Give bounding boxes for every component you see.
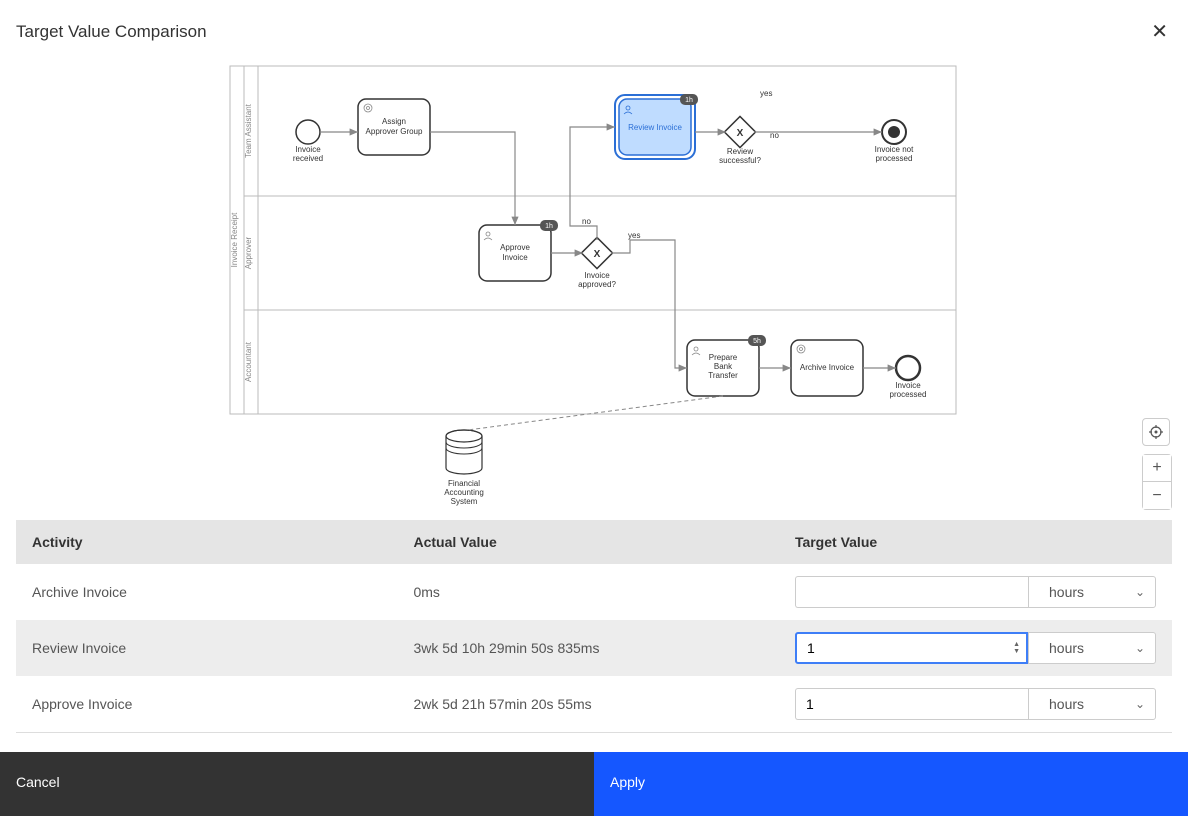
svg-text:processed: processed xyxy=(876,154,913,163)
svg-text:yes: yes xyxy=(760,89,772,98)
col-actual-value: Actual Value xyxy=(397,520,778,564)
task-review-badge: 1h xyxy=(685,97,693,104)
col-target-value: Target Value xyxy=(779,520,1172,564)
dialog-footer: Cancel Apply xyxy=(0,752,1188,816)
target-value-input[interactable] xyxy=(795,688,1028,720)
cancel-button[interactable]: Cancel xyxy=(0,752,594,816)
target-unit-label: hours xyxy=(1049,640,1084,656)
cell-activity: Approve Invoice xyxy=(16,676,397,732)
apply-button[interactable]: Apply xyxy=(594,752,1188,816)
svg-text:Invoice: Invoice xyxy=(584,271,610,280)
datastore: Financial Accounting System xyxy=(444,430,484,506)
table-row: Review Invoice3wk 5d 10h 29min 50s 835ms… xyxy=(16,620,1172,676)
chevron-down-icon: ⌄ xyxy=(1135,697,1145,711)
cell-target-value: hours ⌄ xyxy=(779,564,1172,620)
task-archive-label: Archive Invoice xyxy=(800,363,855,372)
lane-label-0: Team Assistant xyxy=(244,103,253,158)
center-view-button[interactable] xyxy=(1142,418,1170,446)
cell-actual-value: 0ms xyxy=(397,564,778,620)
svg-text:successful?: successful? xyxy=(719,156,761,165)
svg-text:Transfer: Transfer xyxy=(708,371,738,380)
bpmn-diagram-area: Invoice Receipt Team Assistant Approver … xyxy=(16,58,1172,520)
col-activity: Activity xyxy=(16,520,397,564)
crosshair-icon xyxy=(1149,425,1163,439)
flow-label-no: no xyxy=(582,217,591,226)
cancel-button-label: Cancel xyxy=(16,774,60,790)
data-association xyxy=(468,396,723,430)
start-event-label-1: Invoice xyxy=(295,145,321,154)
cell-activity: Review Invoice xyxy=(16,620,397,676)
svg-text:Financial: Financial xyxy=(448,479,480,488)
task-review-label: Review Invoice xyxy=(628,123,682,132)
apply-button-label: Apply xyxy=(610,774,645,790)
svg-text:Accounting: Accounting xyxy=(444,488,484,497)
svg-text:Invoice: Invoice xyxy=(895,381,921,390)
cell-target-value: ▲▼ hours ⌄ xyxy=(779,620,1172,676)
svg-text:Prepare: Prepare xyxy=(709,353,738,362)
target-value-input[interactable] xyxy=(795,632,1028,664)
task-approve-badge: 1h xyxy=(545,223,553,230)
bpmn-diagram-svg: Invoice Receipt Team Assistant Approver … xyxy=(16,58,1172,520)
target-unit-select[interactable]: hours ⌄ xyxy=(1028,632,1156,664)
svg-text:approved?: approved? xyxy=(578,280,616,289)
svg-text:Bank: Bank xyxy=(714,362,733,371)
target-unit-select[interactable]: hours ⌄ xyxy=(1028,576,1156,608)
start-event xyxy=(296,120,320,144)
svg-text:Invoice: Invoice xyxy=(502,253,528,262)
end-event-processed xyxy=(896,356,920,380)
svg-text:X: X xyxy=(737,128,744,139)
lane-label-2: Accountant xyxy=(244,341,253,382)
task-prepare-badge: 5h xyxy=(753,338,761,345)
svg-text:System: System xyxy=(451,497,478,506)
comparison-table: Activity Actual Value Target Value Archi… xyxy=(16,520,1172,733)
cell-activity: Archive Invoice xyxy=(16,564,397,620)
svg-text:Approver Group: Approver Group xyxy=(366,127,423,136)
table-row: Approve Invoice2wk 5d 21h 57min 20s 55ms… xyxy=(16,676,1172,732)
chevron-down-icon: ⌄ xyxy=(1135,585,1145,599)
chevron-down-icon: ⌄ xyxy=(1135,641,1145,655)
target-unit-select[interactable]: hours ⌄ xyxy=(1028,688,1156,720)
cell-target-value: hours ⌄ xyxy=(779,676,1172,732)
dialog-title: Target Value Comparison xyxy=(16,22,207,42)
table-header-row: Activity Actual Value Target Value xyxy=(16,520,1172,564)
dialog-header: Target Value Comparison ✕ xyxy=(0,0,1188,58)
svg-text:processed: processed xyxy=(890,390,927,399)
table-row: Archive Invoice0ms hours ⌄ xyxy=(16,564,1172,620)
svg-text:Invoice not: Invoice not xyxy=(875,145,914,154)
zoom-out-button[interactable]: − xyxy=(1143,482,1171,509)
close-button[interactable]: ✕ xyxy=(1147,18,1172,46)
target-unit-label: hours xyxy=(1049,584,1084,600)
lane-label-1: Approver xyxy=(244,236,253,269)
svg-text:X: X xyxy=(594,249,601,260)
svg-text:no: no xyxy=(770,131,779,140)
svg-text:Assign: Assign xyxy=(382,117,406,126)
diagram-controls: + − xyxy=(1142,418,1172,510)
start-event-label-2: received xyxy=(293,154,323,163)
zoom-in-button[interactable]: + xyxy=(1143,455,1171,482)
flow-label-yes: yes xyxy=(628,231,640,240)
target-value-input[interactable] xyxy=(795,576,1028,608)
cell-actual-value: 2wk 5d 21h 57min 20s 55ms xyxy=(397,676,778,732)
pool-label: Invoice Receipt xyxy=(230,212,239,267)
number-stepper-icon[interactable]: ▲▼ xyxy=(1013,641,1020,655)
svg-text:Review: Review xyxy=(727,147,753,156)
target-unit-label: hours xyxy=(1049,696,1084,712)
svg-text:Approve: Approve xyxy=(500,243,530,252)
cell-actual-value: 3wk 5d 10h 29min 50s 835ms xyxy=(397,620,778,676)
